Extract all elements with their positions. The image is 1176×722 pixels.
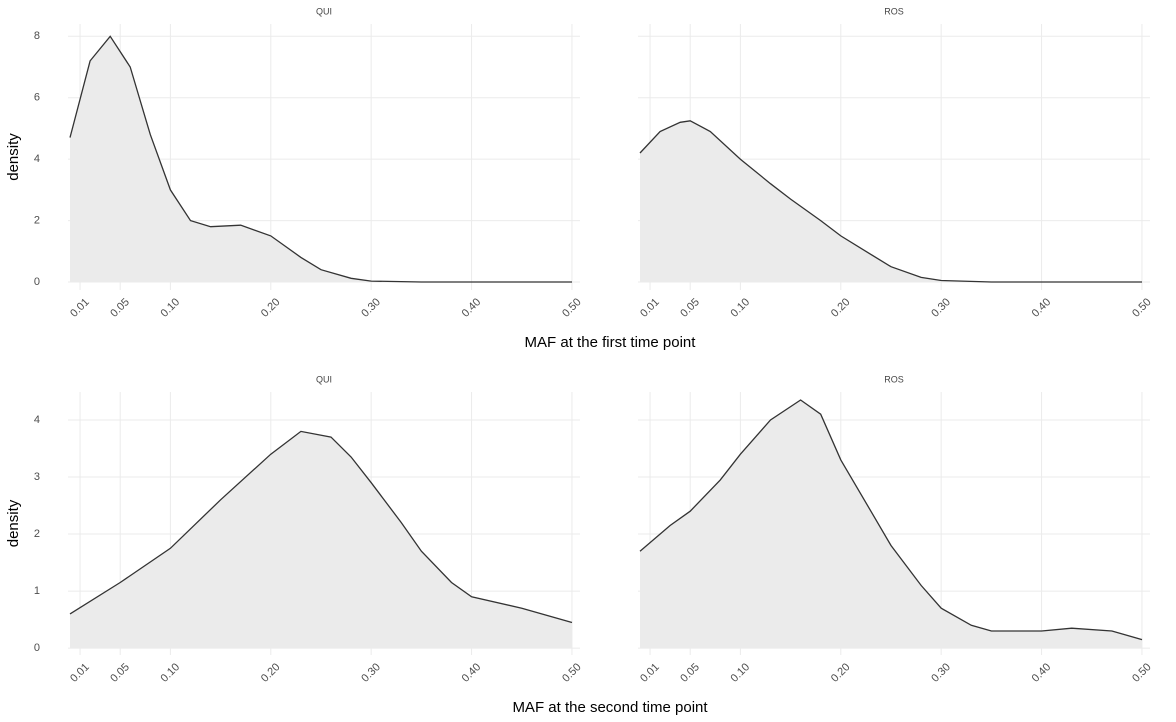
y-axis-label: density bbox=[5, 133, 22, 181]
y-tick-label: 4 bbox=[34, 414, 40, 426]
density-area bbox=[70, 431, 572, 649]
y-tick-label: 8 bbox=[34, 30, 40, 42]
y-tick-label: 0 bbox=[34, 642, 40, 654]
y-tick-label: 2 bbox=[34, 214, 40, 226]
density-line bbox=[639, 399, 1143, 641]
density-line bbox=[69, 430, 573, 624]
density-line bbox=[69, 35, 572, 283]
y-tick-label: 0 bbox=[34, 276, 40, 288]
x-tick-label: 0.05 bbox=[108, 661, 132, 685]
x-tick-label: 0.10 bbox=[159, 296, 183, 320]
density-area bbox=[640, 400, 1142, 649]
x-tick-label: 0.20 bbox=[259, 296, 283, 320]
density-line bbox=[639, 120, 1142, 283]
x-tick-label: 0.05 bbox=[108, 296, 132, 320]
density-area bbox=[640, 120, 1142, 283]
x-tick-label: 0.50 bbox=[560, 661, 584, 685]
y-tick-label: 3 bbox=[34, 471, 40, 483]
x-axis-label: MAF at the first time point bbox=[525, 334, 697, 351]
x-tick-label: 0.30 bbox=[929, 296, 953, 320]
x-tick-label: 0.20 bbox=[259, 661, 283, 685]
x-tick-label: 0.50 bbox=[1130, 661, 1154, 685]
x-tick-label: 0.40 bbox=[460, 661, 484, 685]
x-tick-label: 0.01 bbox=[68, 296, 92, 320]
x-tick-label: 0.10 bbox=[729, 661, 753, 685]
x-tick-label: 0.05 bbox=[678, 661, 702, 685]
x-tick-label: 0.01 bbox=[638, 661, 662, 685]
y-tick-label: 6 bbox=[34, 92, 40, 104]
x-tick-label: 0.50 bbox=[560, 296, 584, 320]
x-tick-label: 0.05 bbox=[678, 296, 702, 320]
x-tick-label: 0.40 bbox=[460, 296, 484, 320]
x-tick-label: 0.40 bbox=[1030, 296, 1054, 320]
density-area bbox=[70, 36, 572, 283]
y-axis-label: density bbox=[5, 499, 22, 547]
y-tick-label: 4 bbox=[34, 153, 40, 165]
x-tick-label: 0.20 bbox=[829, 296, 853, 320]
y-tick-label: 1 bbox=[34, 585, 40, 597]
panel-title: QUI bbox=[316, 6, 332, 16]
panel-title: QUI bbox=[316, 374, 332, 384]
x-axis-label: MAF at the second time point bbox=[512, 699, 708, 716]
x-tick-label: 0.20 bbox=[829, 661, 853, 685]
x-tick-label: 0.10 bbox=[729, 296, 753, 320]
y-tick-label: 2 bbox=[34, 528, 40, 540]
panel-title: ROS bbox=[884, 6, 904, 16]
x-tick-label: 0.40 bbox=[1030, 661, 1054, 685]
x-tick-label: 0.30 bbox=[359, 296, 383, 320]
x-tick-label: 0.50 bbox=[1130, 296, 1154, 320]
panel-title: ROS bbox=[884, 374, 904, 384]
x-tick-label: 0.01 bbox=[638, 296, 662, 320]
x-tick-label: 0.10 bbox=[159, 661, 183, 685]
x-tick-label: 0.30 bbox=[929, 661, 953, 685]
x-tick-label: 0.01 bbox=[68, 661, 92, 685]
x-tick-label: 0.30 bbox=[359, 661, 383, 685]
